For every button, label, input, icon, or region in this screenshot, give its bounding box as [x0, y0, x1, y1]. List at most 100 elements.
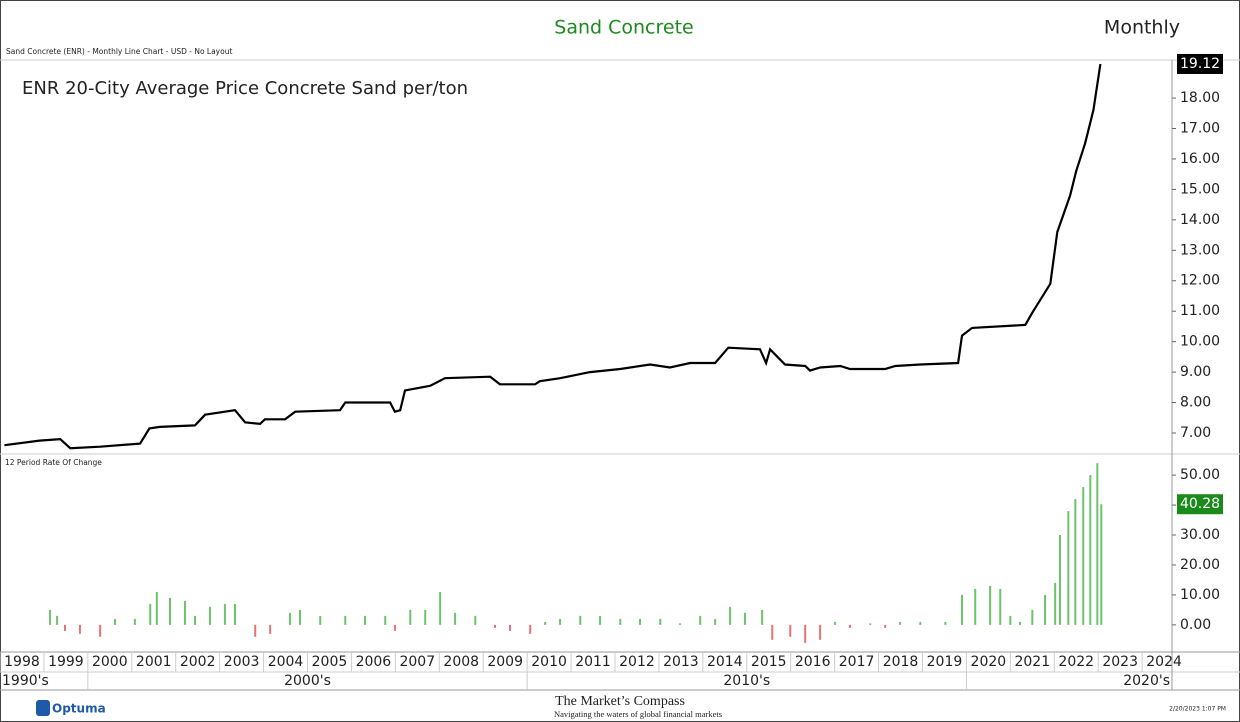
- x-tick-label: 2005: [312, 654, 348, 670]
- roc-bar: [919, 621, 922, 625]
- y-tick-label: 16.00: [1180, 151, 1220, 167]
- roc-bar: [884, 624, 887, 628]
- x-tick-label: 1998: [4, 654, 40, 670]
- last-value-box: [1177, 53, 1223, 74]
- roc-bar: [364, 615, 367, 625]
- y-tick-label: 30.00: [1180, 527, 1220, 543]
- x-tick-label: 2020: [971, 654, 1007, 670]
- roc-bar: [319, 615, 322, 625]
- x-tick-label: 2001: [136, 654, 172, 670]
- roc-bar: [529, 624, 532, 634]
- roc-bar: [819, 624, 822, 640]
- y-tick-label: 18.00: [1180, 90, 1220, 106]
- x-tick-label: 2023: [1102, 654, 1138, 670]
- last-value-label: 40.28: [1180, 496, 1220, 512]
- line-annotation: ENR 20-City Average Price Concrete Sand …: [22, 78, 468, 99]
- roc-bar: [149, 603, 152, 625]
- roc-bar: [619, 618, 622, 625]
- x-tick-label: 2022: [1058, 654, 1094, 670]
- x-tick-label: 2006: [356, 654, 392, 670]
- chart-title: Sand Concrete: [554, 17, 693, 39]
- roc-bar: [288, 612, 291, 625]
- roc-bar: [761, 609, 764, 625]
- roc-bar: [659, 618, 662, 625]
- roc-bar: [155, 591, 158, 625]
- price-line: [4, 63, 1102, 450]
- roc-bar: [599, 615, 602, 625]
- x-tick-label: 2009: [487, 654, 523, 670]
- roc-bar: [1089, 475, 1092, 625]
- decade-label: 2020's: [1123, 673, 1170, 689]
- y-tick-label: 0.00: [1180, 617, 1211, 633]
- roc-bar: [254, 624, 257, 637]
- roc-bar: [1100, 504, 1103, 625]
- y-tick-label: 17.00: [1180, 121, 1220, 137]
- roc-bar: [804, 624, 807, 643]
- roc-bar: [183, 600, 186, 625]
- y-tick-label: 9.00: [1180, 364, 1211, 380]
- x-tick-label: 1999: [48, 654, 84, 670]
- x-tick-label: 2019: [927, 654, 963, 670]
- y-tick-label: 10.00: [1180, 334, 1220, 350]
- roc-bar: [961, 594, 964, 625]
- roc-bar: [999, 588, 1002, 625]
- roc-bar: [714, 618, 717, 625]
- chart-info: Sand Concrete (ENR) - Monthly Line Chart…: [6, 47, 232, 56]
- y-tick-label: 12.00: [1180, 273, 1220, 289]
- roc-bar: [474, 615, 477, 625]
- x-tick-label: 2016: [795, 654, 831, 670]
- brand: Optuma: [52, 702, 106, 716]
- decade-label: 1990's: [2, 673, 49, 689]
- decade-label: 2010's: [723, 673, 770, 689]
- roc-bar: [208, 606, 211, 625]
- x-tick-label: 2018: [883, 654, 919, 670]
- roc-bar: [424, 609, 427, 625]
- brand-logo: [36, 700, 50, 716]
- roc-bar: [344, 615, 347, 625]
- x-tick-label: 2013: [663, 654, 699, 670]
- roc-bar: [114, 618, 117, 625]
- y-tick-label: 8.00: [1180, 395, 1211, 411]
- roc-bar: [269, 624, 272, 634]
- x-tick-label: 2017: [839, 654, 875, 670]
- roc-bar: [1058, 535, 1061, 625]
- roc-bar: [834, 621, 837, 625]
- x-tick-label: 2002: [180, 654, 216, 670]
- tagline: Navigating the waters of global financia…: [554, 709, 722, 719]
- roc-bar: [1096, 463, 1099, 625]
- y-tick-label: 10.00: [1180, 587, 1220, 603]
- y-tick-label: 11.00: [1180, 303, 1220, 319]
- roc-bar: [409, 609, 412, 625]
- x-tick-label: 2000: [92, 654, 128, 670]
- x-tick-label: 2021: [1014, 654, 1050, 670]
- roc-bar: [299, 609, 302, 625]
- roc-bar: [99, 624, 102, 637]
- roc-bar: [1044, 594, 1047, 625]
- roc-bar: [559, 618, 562, 625]
- roc-bar: [64, 624, 67, 631]
- publisher: The Market’s Compass: [555, 694, 685, 709]
- roc-bar: [789, 624, 792, 637]
- x-tick-label: 2008: [443, 654, 479, 670]
- roc-bar: [454, 612, 457, 625]
- roc-bar: [439, 591, 442, 625]
- roc-bar: [544, 621, 547, 625]
- x-tick-label: 2014: [707, 654, 743, 670]
- roc-bar: [78, 624, 81, 634]
- roc-bar: [1074, 499, 1077, 625]
- x-tick-label: 2007: [399, 654, 435, 670]
- period: Monthly: [1104, 17, 1180, 39]
- roc-bar: [384, 615, 387, 625]
- roc-bar: [194, 615, 197, 625]
- roc-bar: [1082, 487, 1085, 625]
- x-tick-label: 2015: [751, 654, 787, 670]
- panel-label: 12 Period Rate Of Change: [5, 458, 102, 467]
- roc-bar: [639, 618, 642, 625]
- roc-bar: [849, 624, 852, 628]
- roc-bar: [579, 615, 582, 625]
- roc-bar: [223, 603, 226, 625]
- roc-bar: [679, 623, 682, 625]
- roc-bar: [899, 621, 902, 625]
